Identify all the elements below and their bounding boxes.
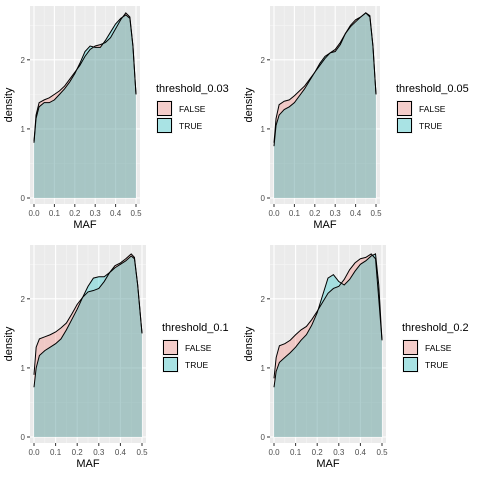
x-tick-label: 0.4 xyxy=(110,209,122,218)
y-tick-label: 0 xyxy=(261,194,266,203)
legend-key-false xyxy=(397,101,412,116)
legend-key-true xyxy=(163,357,178,372)
legend: threshold_0.03 FALSE TRUE xyxy=(156,83,229,134)
y-tick-label: 2 xyxy=(261,56,266,65)
x-tick-label: 0.5 xyxy=(370,209,382,218)
x-tick-label: 0.0 xyxy=(28,209,40,218)
legend-key-false xyxy=(403,340,418,355)
legend-key-background xyxy=(162,339,179,356)
x-axis-title: MAF xyxy=(316,458,340,470)
legend: threshold_0.05 FALSE TRUE xyxy=(396,83,469,134)
y-axis-title: density xyxy=(3,326,15,361)
legend-key-false xyxy=(157,101,172,116)
x-tick-label: 0.5 xyxy=(130,209,142,218)
legend-label-false: FALSE xyxy=(419,104,446,114)
density-line-false xyxy=(33,253,143,375)
legend-label-false: FALSE xyxy=(185,343,212,353)
x-axis-title: MAF xyxy=(313,219,337,231)
legend-key-background xyxy=(396,100,413,117)
y-tick-label: 1 xyxy=(261,125,266,134)
legend-label-false: FALSE xyxy=(179,104,206,114)
y-tick-label: 2 xyxy=(21,295,26,304)
legend-title: threshold_0.2 xyxy=(402,322,469,334)
x-tick-label: 0.2 xyxy=(309,209,321,218)
legend-label-true: TRUE xyxy=(425,360,448,370)
x-tick-label: 0.4 xyxy=(115,448,127,457)
x-axis-title: MAF xyxy=(76,458,100,470)
density-line-true xyxy=(33,255,143,388)
chart-panel-2: 0 1 2 0.0 0.1 0.2 0.3 0.4 0.5 MAF density threshold… xyxy=(243,6,469,231)
legend-key-false xyxy=(163,340,178,355)
density-area-true xyxy=(34,255,142,437)
y-axis-title: density xyxy=(3,87,15,122)
y-tick-label: 2 xyxy=(21,56,26,65)
density-area-false xyxy=(274,12,376,199)
x-tick-label: 0.3 xyxy=(90,209,102,218)
density-area-true xyxy=(274,12,376,199)
legend-label-true: TRUE xyxy=(179,121,202,131)
chart-panel-4: 0 1 2 0.0 0.1 0.2 0.3 0.4 0.5 MAF density threshold… xyxy=(243,245,469,470)
legend-title: threshold_0.05 xyxy=(396,83,469,95)
x-tick-label: 0.2 xyxy=(69,209,81,218)
x-tick-label: 0.0 xyxy=(268,209,280,218)
x-tick-label: 0.1 xyxy=(49,209,61,218)
y-tick-label: 0 xyxy=(21,194,26,203)
density-line-true xyxy=(273,12,377,147)
legend-key-background xyxy=(396,117,413,134)
x-tick-label: 0.5 xyxy=(136,448,148,457)
chart-panel-3: 0 1 2 0.0 0.1 0.2 0.3 0.4 0.5 MAF density threshold… xyxy=(3,245,229,470)
x-tick-label: 0.5 xyxy=(376,448,388,457)
y-tick-label: 1 xyxy=(261,364,266,373)
legend-key-background xyxy=(402,356,419,373)
density-line-true xyxy=(33,14,137,143)
legend: threshold_0.2 FALSE TRUE xyxy=(402,322,469,373)
density-line-false xyxy=(273,253,383,379)
legend: threshold_0.1 FALSE TRUE xyxy=(162,322,229,373)
legend-label-true: TRUE xyxy=(185,360,208,370)
x-tick-label: 0.2 xyxy=(312,448,324,457)
y-tick-label: 0 xyxy=(261,433,266,442)
x-tick-label: 0.0 xyxy=(28,448,40,457)
x-tick-label: 0.1 xyxy=(289,209,301,218)
x-tick-label: 0.1 xyxy=(50,448,62,457)
legend-key-true xyxy=(157,118,172,133)
legend-key-true xyxy=(397,118,412,133)
x-tick-label: 0.1 xyxy=(290,448,302,457)
legend-key-background xyxy=(156,117,173,134)
legend-title: threshold_0.03 xyxy=(156,83,229,95)
x-tick-label: 0.3 xyxy=(333,448,345,457)
density-area-false xyxy=(274,253,382,437)
y-axis-title: density xyxy=(243,326,255,361)
x-tick-label: 0.4 xyxy=(355,448,367,457)
legend-label-false: FALSE xyxy=(425,343,452,353)
x-tick-label: 0.4 xyxy=(350,209,362,218)
y-tick-label: 2 xyxy=(261,295,266,304)
legend-key-background xyxy=(402,339,419,356)
legend-key-true xyxy=(403,357,418,372)
x-tick-label: 0.0 xyxy=(268,448,280,457)
legend-key-background xyxy=(162,356,179,373)
y-tick-label: 0 xyxy=(21,433,26,442)
density-area-true xyxy=(34,14,136,198)
x-axis-title: MAF xyxy=(73,219,97,231)
y-tick-label: 1 xyxy=(21,125,26,134)
density-area-false xyxy=(34,253,142,437)
y-tick-label: 1 xyxy=(21,364,26,373)
y-axis-title: density xyxy=(243,87,255,122)
density-area-true xyxy=(274,253,382,437)
density-area-false xyxy=(34,12,136,199)
legend-key-background xyxy=(156,100,173,117)
x-tick-label: 0.3 xyxy=(93,448,105,457)
x-tick-label: 0.3 xyxy=(330,209,342,218)
density-line-true xyxy=(273,253,383,388)
legend-title: threshold_0.1 xyxy=(162,322,229,334)
x-tick-label: 0.2 xyxy=(72,448,84,457)
chart-panel-1: 0 1 2 0.0 0.1 0.2 0.3 0.4 0.5 MAF density threshold… xyxy=(3,6,229,231)
legend-label-true: TRUE xyxy=(419,121,442,131)
